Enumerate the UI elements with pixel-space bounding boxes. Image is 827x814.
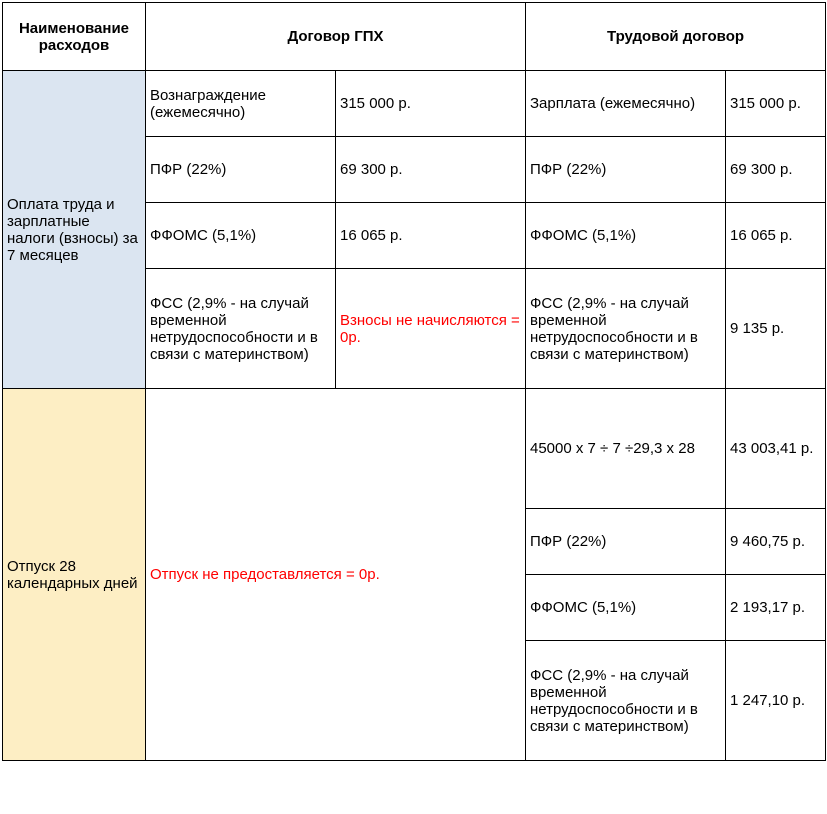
- cell-trud-label: ФФОМС (5,1%): [526, 575, 726, 641]
- cell-trud-value: 9 460,75 р.: [726, 509, 826, 575]
- section1-category: Оплата труда и зарплатные налоги (взносы…: [3, 71, 146, 389]
- cell-trud-value: 315 000 р.: [726, 71, 826, 137]
- comparison-table: Наименование расходов Договор ГПХ Трудов…: [2, 2, 826, 761]
- header-trud: Трудовой договор: [526, 3, 826, 71]
- cell-gpx-value: Взносы не начисляются = 0р.: [336, 269, 526, 389]
- cell-trud-label: ПФР (22%): [526, 137, 726, 203]
- cell-gpx-label: Вознаграждение (ежемесячно): [146, 71, 336, 137]
- table-row: Отпуск 28 календарных дней Отпуск не пре…: [3, 389, 826, 509]
- section2-category: Отпуск 28 календарных дней: [3, 389, 146, 761]
- header-gpx: Договор ГПХ: [146, 3, 526, 71]
- cell-trud-value: 2 193,17 р.: [726, 575, 826, 641]
- cell-gpx-value: 315 000 р.: [336, 71, 526, 137]
- cell-trud-value: 69 300 р.: [726, 137, 826, 203]
- table-row: Оплата труда и зарплатные налоги (взносы…: [3, 71, 826, 137]
- cell-trud-label: ФСС (2,9% - на случай временной нетрудос…: [526, 641, 726, 761]
- header-category: Наименование расходов: [3, 3, 146, 71]
- cell-trud-value: 43 003,41 р.: [726, 389, 826, 509]
- cell-trud-label: 45000 х 7 ÷ 7 ÷29,3 х 28: [526, 389, 726, 509]
- cell-trud-label: ФСС (2,9% - на случай временной нетрудос…: [526, 269, 726, 389]
- cell-trud-label: Зарплата (ежемесячно): [526, 71, 726, 137]
- cell-trud-label: ПФР (22%): [526, 509, 726, 575]
- cell-gpx-value: 16 065 р.: [336, 203, 526, 269]
- cell-gpx-label: ПФР (22%): [146, 137, 336, 203]
- cell-trud-label: ФФОМС (5,1%): [526, 203, 726, 269]
- cell-trud-value: 9 135 р.: [726, 269, 826, 389]
- cell-gpx-label: ФФОМС (5,1%): [146, 203, 336, 269]
- cell-gpx-label: ФСС (2,9% - на случай временной нетрудос…: [146, 269, 336, 389]
- cell-trud-value: 1 247,10 р.: [726, 641, 826, 761]
- cell-trud-value: 16 065 р.: [726, 203, 826, 269]
- cell-gpx-value: 69 300 р.: [336, 137, 526, 203]
- section2-gpx-merged: Отпуск не предоставляется = 0р.: [146, 389, 526, 761]
- header-row: Наименование расходов Договор ГПХ Трудов…: [3, 3, 826, 71]
